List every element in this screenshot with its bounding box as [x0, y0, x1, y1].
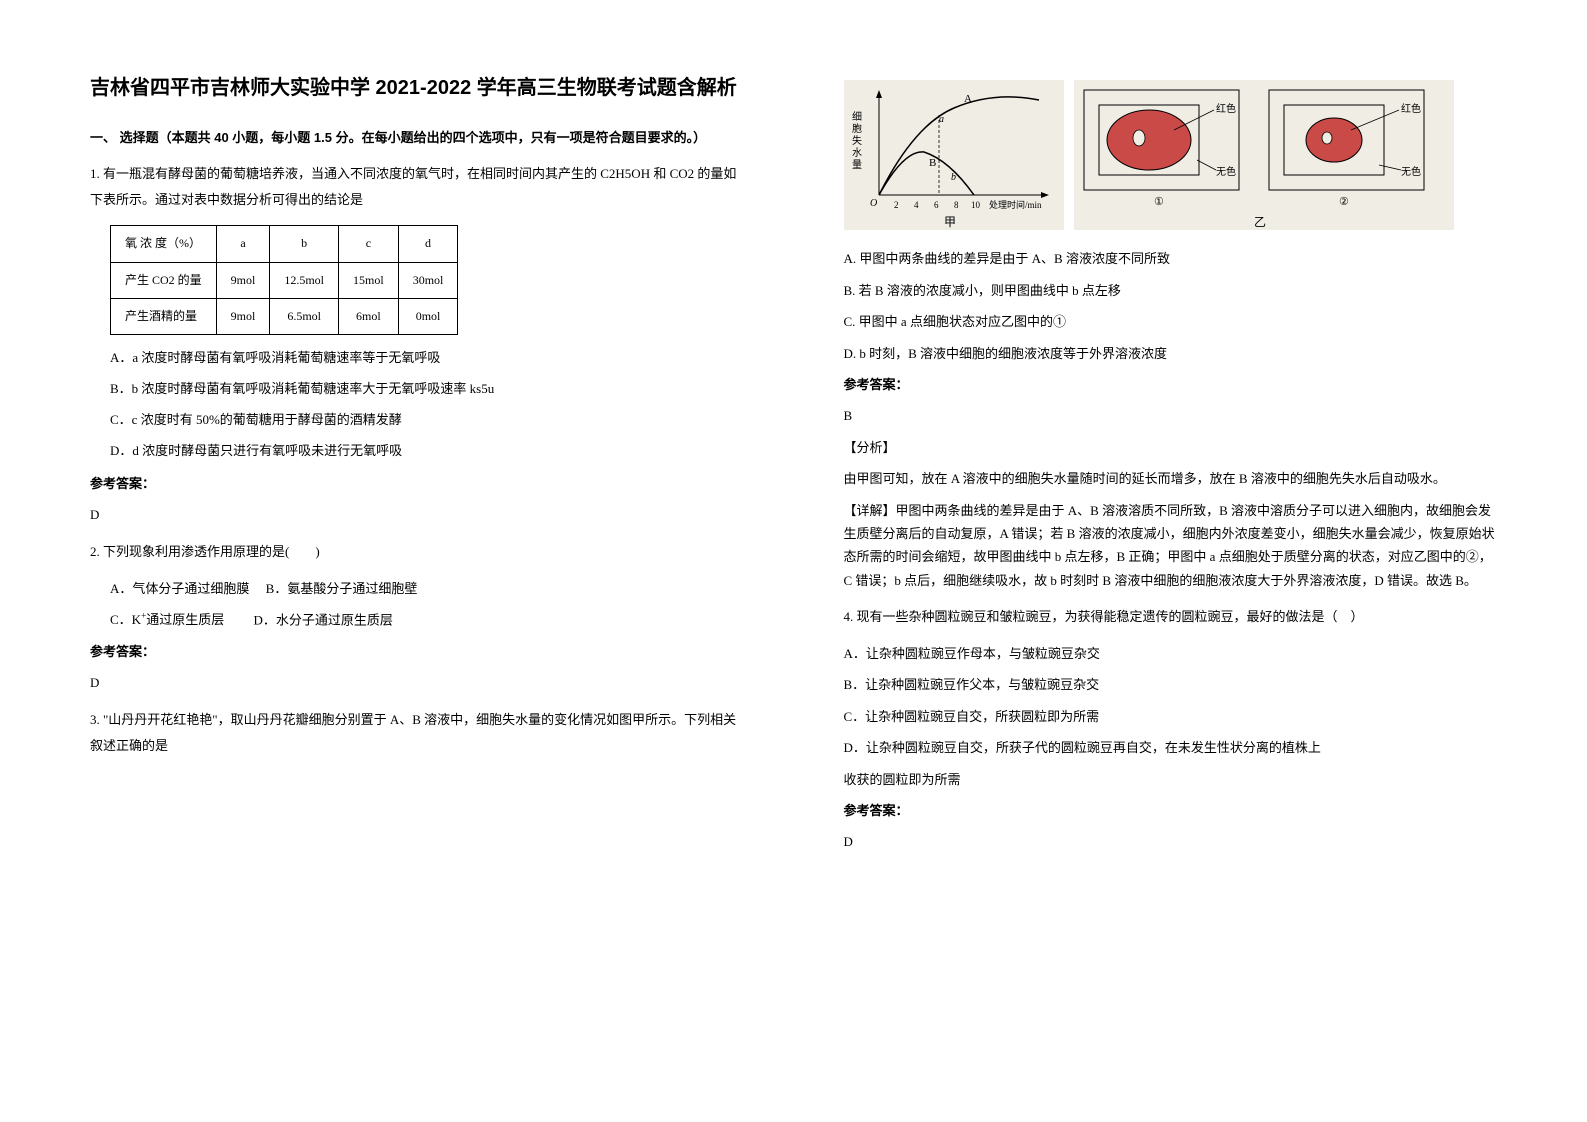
panel1-clear-label: 无色: [1216, 165, 1236, 178]
panel2-clear-label: 无色: [1401, 165, 1421, 178]
svg-text:失: 失: [852, 134, 862, 147]
question-4: 4. 现有一些杂种圆粒豌豆和皱粒豌豆，为获得能稳定遗传的圆粒豌豆，最好的做法是（…: [844, 604, 1498, 630]
q3-option-c: C. 甲图中 a 点细胞状态对应乙图中的①: [844, 310, 1498, 333]
svg-text:4: 4: [914, 200, 919, 210]
q3-text: 3. "山丹丹开花红艳艳"，取山丹丹花瓣细胞分别置于 A、B 溶液中，细胞失水量…: [90, 712, 736, 753]
q2-option-d: D．水分子通过原生质层: [253, 612, 392, 627]
q3-figures: 细 胞 失 水 量 2 4 6 8 10 处理时间/min O A a: [844, 80, 1498, 237]
chart-ylabel: 细: [852, 110, 862, 123]
table-cell: c: [339, 226, 399, 262]
table-cell: d: [398, 226, 458, 262]
table-cell: a: [216, 226, 270, 262]
table-cell: 产生酒精的量: [111, 298, 217, 334]
chart-yi-svg: 红色 无色 ① 红色 无色 ② 乙: [1074, 80, 1454, 230]
right-column: 细 胞 失 水 量 2 4 6 8 10 处理时间/min O A a: [794, 0, 1587, 892]
q3-option-d: D. b 时刻，B 溶液中细胞的细胞液浓度等于外界溶液浓度: [844, 342, 1498, 365]
left-column: 吉林省四平市吉林师大实验中学 2021-2022 学年高三生物联考试题含解析 一…: [0, 0, 794, 892]
svg-text:10: 10: [971, 200, 981, 210]
table-cell: 30mol: [398, 262, 458, 298]
chart-yi-caption: 乙: [1254, 215, 1266, 229]
table-cell: 6mol: [339, 298, 399, 334]
table-cell: 9mol: [216, 262, 270, 298]
svg-text:量: 量: [852, 159, 862, 171]
table-cell: 产生 CO2 的量: [111, 262, 217, 298]
point-b: b: [951, 172, 956, 183]
q4-option-d: D．让杂种圆粒豌豆自交，所获子代的圆粒豌豆再自交，在未发生性状分离的植株上: [844, 736, 1498, 759]
table-cell: 12.5mol: [270, 262, 339, 298]
svg-text:2: 2: [894, 200, 899, 210]
q4-option-d-cont: 收获的圆粒即为所需: [844, 768, 1498, 791]
table-cell: 0mol: [398, 298, 458, 334]
q3-detail-label: 【详解】: [844, 503, 896, 518]
svg-text:水: 水: [852, 147, 862, 159]
question-2: 2. 下列现象利用渗透作用原理的是( ): [90, 539, 744, 565]
q1-text: 1. 有一瓶混有酵母菌的葡萄糖培养液，当通入不同浓度的氧气时，在相同时间内其产生…: [90, 166, 736, 207]
q1-option-c: C．c 浓度时有 50%的葡萄糖用于酵母菌的酒精发酵: [110, 407, 744, 433]
panel2-num: ②: [1339, 196, 1349, 208]
q2-answer-label: 参考答案：: [90, 640, 744, 663]
q2-option-b: B．氨基酸分子通过细胞壁: [266, 581, 418, 596]
table-cell: b: [270, 226, 339, 262]
q1-answer-label: 参考答案：: [90, 472, 744, 495]
q4-option-c: C．让杂种圆粒豌豆自交，所获圆粒即为所需: [844, 705, 1498, 728]
q1-option-b: B．b 浓度时酵母菌有氧呼吸消耗葡萄糖速率大于无氧呼吸速率 ks5u: [110, 376, 744, 402]
q3-detail-text: 甲图中两条曲线的差异是由于 A、B 溶液溶质不同所致，B 溶液中溶质分子可以进入…: [844, 503, 1495, 588]
table-cell: 9mol: [216, 298, 270, 334]
q3-analysis-label: 【分析】: [844, 436, 1498, 459]
q3-analysis-text: 由甲图可知，放在 A 溶液中的细胞失水量随时间的延长而增多，放在 B 溶液中的细…: [844, 467, 1498, 490]
svg-text:O: O: [870, 198, 877, 209]
exam-title: 吉林省四平市吉林师大实验中学 2021-2022 学年高三生物联考试题含解析: [90, 70, 744, 106]
table-row: 产生 CO2 的量 9mol 12.5mol 15mol 30mol: [111, 262, 458, 298]
panel1-num: ①: [1154, 196, 1164, 208]
chart-xlabel: 处理时间/min: [989, 199, 1042, 210]
q1-answer: D: [90, 503, 744, 526]
q4-option-a: A．让杂种圆粒豌豆作母本，与皱粒豌豆杂交: [844, 642, 1498, 665]
table-row: 氧 浓 度（%） a b c d: [111, 226, 458, 262]
q3-answer-label: 参考答案：: [844, 373, 1498, 396]
q2-option-c: C．K+通过原生质层: [110, 612, 224, 627]
point-a: a: [939, 114, 944, 125]
panel2-red-label: 红色: [1401, 102, 1421, 115]
q3-answer: B: [844, 404, 1498, 427]
svg-text:8: 8: [954, 200, 959, 210]
q1-table: 氧 浓 度（%） a b c d 产生 CO2 的量 9mol 12.5mol …: [110, 225, 458, 335]
chart-jia-caption: 甲: [944, 215, 956, 229]
table-cell: 氧 浓 度（%）: [111, 226, 217, 262]
curve-b-label: B: [929, 157, 936, 169]
table-cell: 15mol: [339, 262, 399, 298]
svg-text:6: 6: [934, 200, 939, 210]
chart-yi: 红色 无色 ① 红色 无色 ② 乙: [1074, 80, 1454, 237]
q3-option-a: A. 甲图中两条曲线的差异是由于 A、B 溶液浓度不同所致: [844, 247, 1498, 270]
chart-jia-svg: 细 胞 失 水 量 2 4 6 8 10 处理时间/min O A a: [844, 80, 1064, 230]
q4-answer: D: [844, 830, 1498, 853]
q1-option-a: A．a 浓度时酵母菌有氧呼吸消耗葡萄糖速率等于无氧呼吸: [110, 345, 744, 371]
question-1: 1. 有一瓶混有酵母菌的葡萄糖培养液，当通入不同浓度的氧气时，在相同时间内其产生…: [90, 161, 744, 213]
table-row: 产生酒精的量 9mol 6.5mol 6mol 0mol: [111, 298, 458, 334]
q2-options-row1: A．气体分子通过细胞膜 B．氨基酸分子通过细胞壁: [110, 577, 744, 600]
q1-option-d: D．d 浓度时酵母菌只进行有氧呼吸未进行无氧呼吸: [110, 438, 744, 464]
table-cell: 6.5mol: [270, 298, 339, 334]
q3-option-b: B. 若 B 溶液的浓度减小，则甲图曲线中 b 点左移: [844, 279, 1498, 302]
question-3: 3. "山丹丹开花红艳艳"，取山丹丹花瓣细胞分别置于 A、B 溶液中，细胞失水量…: [90, 707, 744, 759]
q4-answer-label: 参考答案：: [844, 799, 1498, 822]
q2-option-a: A．气体分子通过细胞膜: [110, 581, 249, 596]
q4-option-b: B．让杂种圆粒豌豆作父本，与皱粒豌豆杂交: [844, 673, 1498, 696]
svg-text:胞: 胞: [852, 123, 862, 135]
q2-answer: D: [90, 671, 744, 694]
q4-text: 4. 现有一些杂种圆粒豌豆和皱粒豌豆，为获得能稳定遗传的圆粒豌豆，最好的做法是（…: [844, 609, 1364, 624]
section1-header: 一、 选择题（本题共 40 小题，每小题 1.5 分。在每小题给出的四个选项中，…: [90, 126, 744, 149]
q2-options-row2: C．K+通过原生质层 D．水分子通过原生质层: [110, 608, 744, 632]
curve-a-label: A: [964, 93, 972, 105]
chart-jia: 细 胞 失 水 量 2 4 6 8 10 处理时间/min O A a: [844, 80, 1064, 237]
panel1-red-label: 红色: [1216, 102, 1236, 115]
q2-text: 2. 下列现象利用渗透作用原理的是( ): [90, 544, 320, 559]
q3-detail: 【详解】甲图中两条曲线的差异是由于 A、B 溶液溶质不同所致，B 溶液中溶质分子…: [844, 499, 1498, 593]
